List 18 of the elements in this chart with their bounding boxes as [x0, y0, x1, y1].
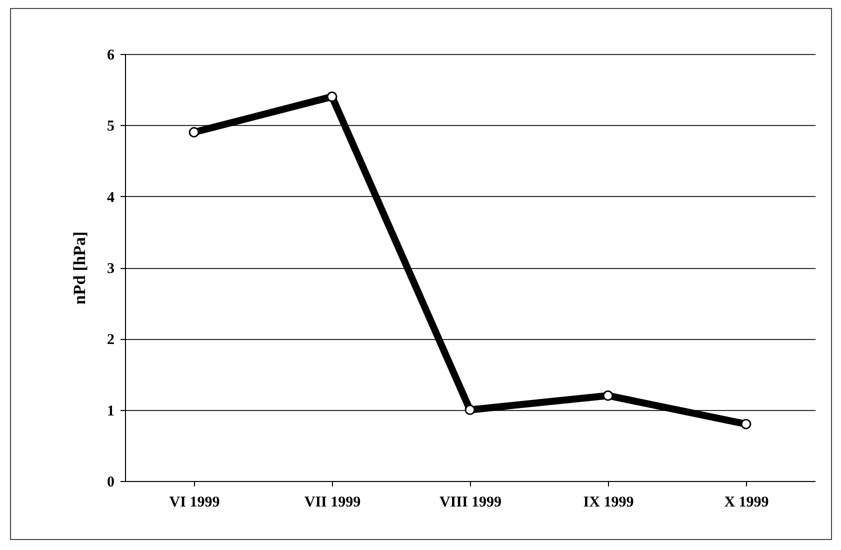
y-axis-title: nPd [hPa] — [70, 231, 89, 305]
point — [464, 404, 476, 416]
y-tick-label: 6 — [107, 48, 115, 64]
point — [326, 91, 338, 102]
y-tick-label: 0 — [107, 474, 114, 490]
y-tick-label: 5 — [107, 118, 114, 135]
x-tick-label: X 1999 — [724, 494, 769, 510]
y-tick-label: 4 — [107, 190, 115, 206]
y-tick-label: 2 — [107, 332, 114, 348]
point — [188, 127, 200, 138]
x-tick-label: VII 1999 — [304, 494, 361, 510]
y-tick-label: 1 — [107, 403, 114, 420]
x-tick-label: VIII 1999 — [439, 494, 502, 510]
x-tick-label: VI 1999 — [169, 494, 220, 510]
y-tick-label: 3 — [107, 261, 114, 277]
x-tick-label: IX 1999 — [583, 494, 634, 510]
point — [602, 390, 614, 401]
point — [740, 418, 752, 430]
